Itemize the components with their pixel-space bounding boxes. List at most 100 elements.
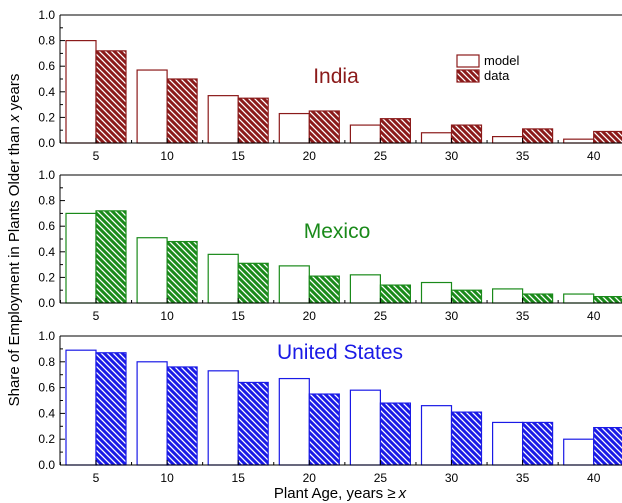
- y-tick-label: 0.8: [38, 355, 55, 369]
- bar-data: [237, 97, 269, 144]
- bar-data: [166, 366, 198, 466]
- bar-data: [237, 381, 269, 466]
- bar-model: [420, 132, 453, 144]
- bar-model: [278, 265, 310, 304]
- bar-model: [65, 212, 97, 304]
- y-tick-label: 0.6: [38, 219, 55, 233]
- legend-swatch-data: [456, 69, 480, 83]
- bar-data: [450, 411, 483, 466]
- bar-data: [166, 78, 198, 144]
- y-tick-label: 0.4: [38, 406, 55, 420]
- x-tick-label: 10: [160, 309, 174, 323]
- x-tick-label: 5: [93, 309, 100, 323]
- panel-title-mexico: Mexico: [304, 220, 371, 243]
- x-tick-label: 35: [516, 471, 530, 485]
- x-tick-label: 15: [232, 471, 246, 485]
- x-tick-label: 30: [445, 309, 459, 323]
- x-tick-label: 40: [587, 471, 601, 485]
- bar-data: [308, 275, 340, 304]
- bar-model: [563, 438, 595, 466]
- bar-data: [308, 393, 340, 466]
- bar-model: [65, 39, 97, 144]
- y-tick-label: 0.4: [38, 245, 55, 259]
- x-axis-label: Plant Age, years ≥ x: [274, 485, 407, 502]
- panel-title-india: India: [313, 65, 359, 88]
- bar-data: [379, 402, 411, 466]
- y-axis-label: Share of Employment in Plants Older than…: [6, 74, 23, 407]
- bar-data: [166, 240, 198, 304]
- bar-model: [492, 288, 524, 304]
- y-tick-label: 0.2: [38, 110, 55, 124]
- bar-data: [593, 296, 622, 304]
- y-tick-label: 1.0: [38, 8, 55, 22]
- panel-united-states: 0.0 0.2 0.4 0.6 0.8 1.0 5 10 15 20 25 30 35 40 United …: [38, 329, 622, 485]
- bar-data: [379, 118, 411, 144]
- bar-model: [278, 377, 310, 466]
- x-tick-label: 15: [232, 149, 246, 163]
- bar-data: [95, 352, 127, 466]
- bar-model: [349, 389, 381, 466]
- x-tick-label: 5: [93, 149, 100, 163]
- x-tick-label: 35: [516, 309, 530, 323]
- bar-data: [379, 284, 411, 304]
- bar-model: [207, 95, 239, 144]
- x-tick-label: 25: [374, 471, 388, 485]
- y-tick-label: 0.2: [38, 270, 55, 284]
- bar-model: [349, 274, 381, 304]
- x-tick-label: 40: [587, 149, 601, 163]
- y-tick-label: 0.4: [38, 85, 55, 99]
- x-tick-label: 10: [160, 149, 174, 163]
- bar-model: [563, 138, 595, 144]
- bar-data: [521, 293, 554, 304]
- bar-model: [420, 405, 453, 466]
- x-tick-label: 35: [516, 149, 530, 163]
- bar-data: [308, 110, 340, 144]
- x-tick-label: 20: [303, 471, 317, 485]
- bar-model: [65, 349, 97, 466]
- bar-model: [136, 361, 168, 466]
- bar-data: [95, 210, 127, 304]
- panel-mexico: 0.0 0.2 0.4 0.6 0.8 1.0 5 10 15 20 25 30 35 40 Mexico: [38, 168, 622, 323]
- x-tick-label: 30: [445, 149, 459, 163]
- x-tick-label: 5: [93, 471, 100, 485]
- legend-label-data: data: [484, 68, 510, 83]
- bar-model: [207, 370, 239, 466]
- bar-model: [492, 421, 524, 466]
- y-tick-label: 0.0: [38, 136, 55, 150]
- y-tick-label: 0.8: [38, 194, 55, 208]
- bar-model: [136, 69, 168, 144]
- bar-model: [563, 293, 595, 304]
- panel-title-united-states: United States: [277, 341, 403, 364]
- bar-data: [450, 124, 483, 144]
- bar-model: [278, 112, 310, 144]
- x-tick-label: 40: [587, 309, 601, 323]
- legend-swatch-model: [456, 54, 480, 68]
- bar-model: [420, 281, 453, 304]
- x-tick-label: 10: [160, 471, 174, 485]
- bar-model: [136, 237, 168, 304]
- y-tick-label: 0.8: [38, 34, 55, 48]
- bar-data: [521, 128, 554, 144]
- x-tick-label: 15: [232, 309, 246, 323]
- y-tick-label: 0.2: [38, 432, 55, 446]
- panel-india: 0.0 0.2 0.4 0.6 0.8 1.0 5 10 15 20 25 30 35 40 India mo…: [38, 8, 622, 163]
- y-tick-label: 0.0: [38, 296, 55, 310]
- chart-panels: 0.0 0.2 0.4 0.6 0.8 1.0 5 10 15 20 25 30 35 40 India mo…: [38, 8, 622, 485]
- y-tick-label: 1.0: [38, 329, 55, 343]
- bar-data: [521, 421, 554, 466]
- x-tick-label: 25: [374, 309, 388, 323]
- bar-data: [593, 130, 622, 144]
- x-tick-label: 25: [374, 149, 388, 163]
- bar-model: [349, 124, 381, 144]
- y-tick-label: 0.6: [38, 59, 55, 73]
- x-tick-label: 30: [445, 471, 459, 485]
- bar-data: [593, 426, 622, 466]
- bar-data: [237, 262, 269, 304]
- x-tick-label: 20: [303, 149, 317, 163]
- y-tick-label: 0.6: [38, 381, 55, 395]
- bar-data: [95, 50, 127, 144]
- bar-model: [492, 136, 524, 144]
- x-tick-label: 20: [303, 309, 317, 323]
